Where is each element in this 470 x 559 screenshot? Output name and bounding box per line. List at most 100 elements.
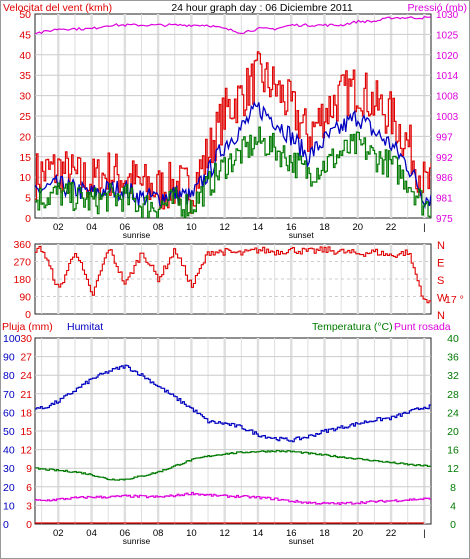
humidity-tick-label: 0 bbox=[3, 519, 9, 531]
pressure-tick-label: 1003 bbox=[436, 112, 459, 123]
series-line-green bbox=[35, 126, 431, 218]
x-tick-label: 10 bbox=[186, 528, 197, 539]
x-tick-label: 02 bbox=[53, 222, 64, 233]
x-tick-label: 20 bbox=[353, 528, 364, 539]
x-tick-label: 12 bbox=[219, 528, 230, 539]
pressure-tick-label: 975 bbox=[436, 214, 453, 225]
x-tick-label: 12 bbox=[219, 222, 230, 233]
rain-tick-label: 30 bbox=[20, 333, 32, 345]
humidity-tick-label: 40 bbox=[3, 445, 15, 457]
x-tick-label: 14 bbox=[253, 222, 264, 233]
wind-tick-label: 35 bbox=[19, 70, 31, 82]
pressure-tick-label: 1025 bbox=[436, 30, 459, 41]
compass-label: S bbox=[437, 275, 444, 287]
humidity-tick-label: 10 bbox=[3, 500, 15, 512]
rain-tick-label: 0 bbox=[26, 519, 32, 531]
temperature-tick-label: 20 bbox=[447, 426, 459, 438]
humidity-label: Humitat bbox=[67, 321, 103, 333]
x-tick-label: 10 bbox=[186, 222, 197, 233]
sunrise-marker: sunrise bbox=[123, 230, 151, 240]
compass-label: N bbox=[437, 240, 445, 252]
compass-label: W bbox=[437, 293, 448, 305]
x-tick-label: 18 bbox=[319, 222, 330, 233]
rain-label: Pluja (mm) bbox=[2, 321, 53, 333]
temperature-tick-label: 8 bbox=[450, 482, 456, 494]
wind-tick-label: 20 bbox=[19, 131, 31, 143]
rain-tick-label: 9 bbox=[26, 463, 32, 475]
rain-tick-label: 18 bbox=[20, 407, 32, 419]
wind-tick-label: 40 bbox=[19, 50, 31, 62]
pressure-tick-label: 981 bbox=[436, 194, 453, 205]
series-line-blue bbox=[35, 364, 431, 443]
direction-tick-label: 180 bbox=[13, 274, 31, 286]
rain-tick-label: 27 bbox=[20, 352, 32, 364]
pressure-label: Pressió (mb) bbox=[407, 2, 467, 14]
humidity-tick-label: 20 bbox=[3, 482, 15, 494]
wind-speed-label: Velocitat del vent (kmh) bbox=[3, 2, 112, 14]
x-tick-label: 16 bbox=[286, 528, 297, 539]
series-line-magenta bbox=[35, 15, 431, 35]
series-group bbox=[35, 15, 431, 218]
temperature-tick-label: 40 bbox=[447, 333, 459, 345]
wind-pressure-panel: 0 5 10 15 20 25 30 35 40 45 50 975 981 986 992 997 1003 1… bbox=[19, 9, 458, 240]
compass-label: N bbox=[437, 310, 445, 322]
direction-tick-label: 90 bbox=[19, 292, 31, 304]
direction-tick-label: 360 bbox=[13, 239, 31, 251]
x-tick-label: | bbox=[423, 528, 425, 539]
pressure-tick-label: 986 bbox=[436, 173, 453, 184]
temperature-tick-label: 4 bbox=[450, 500, 456, 512]
pressure-tick-label: 992 bbox=[436, 153, 453, 164]
wind-tick-label: 25 bbox=[19, 111, 31, 123]
humidity-temperature-panel: 0102030405060708090100036912151821242730… bbox=[3, 333, 459, 546]
temperature-tick-label: 0 bbox=[450, 519, 456, 531]
temperature-tick-label: 28 bbox=[447, 389, 459, 401]
series-group bbox=[35, 364, 431, 524]
temperature-tick-label: 12 bbox=[447, 463, 459, 475]
pressure-tick-label: 1020 bbox=[436, 51, 459, 62]
humidity-tick-label: 80 bbox=[3, 370, 15, 382]
series-line-direction bbox=[35, 245, 431, 304]
humidity-tick-label: 30 bbox=[3, 463, 15, 475]
x-tick-label: 22 bbox=[386, 528, 397, 539]
x-tick-label: 16 bbox=[286, 222, 297, 233]
humidity-tick-label: 50 bbox=[3, 426, 15, 438]
chart-title: 24 hour graph day : 06 Diciembre 2011 bbox=[171, 2, 352, 14]
pressure-tick-label: 1014 bbox=[436, 71, 459, 82]
direction-readout: 17 ° bbox=[445, 294, 464, 306]
wind-tick-label: 5 bbox=[25, 193, 31, 205]
pressure-tick-label: 997 bbox=[436, 132, 453, 143]
wind-tick-label: 10 bbox=[19, 172, 31, 184]
humidity-tick-label: 90 bbox=[3, 352, 15, 364]
x-tick-label: 08 bbox=[153, 528, 164, 539]
wind-tick-label: 15 bbox=[19, 152, 31, 164]
wind-tick-label: 30 bbox=[19, 91, 31, 103]
rain-tick-label: 12 bbox=[20, 445, 32, 457]
humidity-tick-label: 70 bbox=[3, 389, 15, 401]
x-tick-label: | bbox=[423, 222, 425, 233]
direction-tick-label: 0 bbox=[25, 309, 31, 321]
sunset-marker: sunset bbox=[289, 536, 315, 546]
series-line-red bbox=[35, 51, 431, 214]
rain-tick-label: 3 bbox=[26, 500, 32, 512]
wind-tick-label: 50 bbox=[19, 9, 31, 21]
x-tick-label: 14 bbox=[253, 528, 264, 539]
rain-tick-label: 24 bbox=[20, 370, 32, 382]
wind-tick-label: 0 bbox=[25, 213, 31, 225]
rain-tick-label: 6 bbox=[26, 482, 32, 494]
series-line-magenta bbox=[35, 491, 431, 506]
temperature-label: Temperatura (°C) bbox=[312, 321, 393, 333]
temperature-tick-label: 36 bbox=[447, 352, 459, 364]
x-tick-label: 04 bbox=[86, 528, 97, 539]
series-group bbox=[35, 245, 431, 304]
humidity-tick-label: 100 bbox=[3, 333, 21, 345]
pressure-tick-label: 1008 bbox=[436, 92, 459, 103]
x-tick-label: 06 bbox=[120, 528, 131, 539]
sunset-marker: sunset bbox=[289, 230, 315, 240]
temperature-tick-label: 16 bbox=[447, 445, 459, 457]
temperature-tick-label: 24 bbox=[447, 407, 459, 419]
x-tick-label: 02 bbox=[53, 528, 64, 539]
x-tick-label: 22 bbox=[386, 222, 397, 233]
x-tick-label: 08 bbox=[153, 222, 164, 233]
x-tick-label: 20 bbox=[353, 222, 364, 233]
